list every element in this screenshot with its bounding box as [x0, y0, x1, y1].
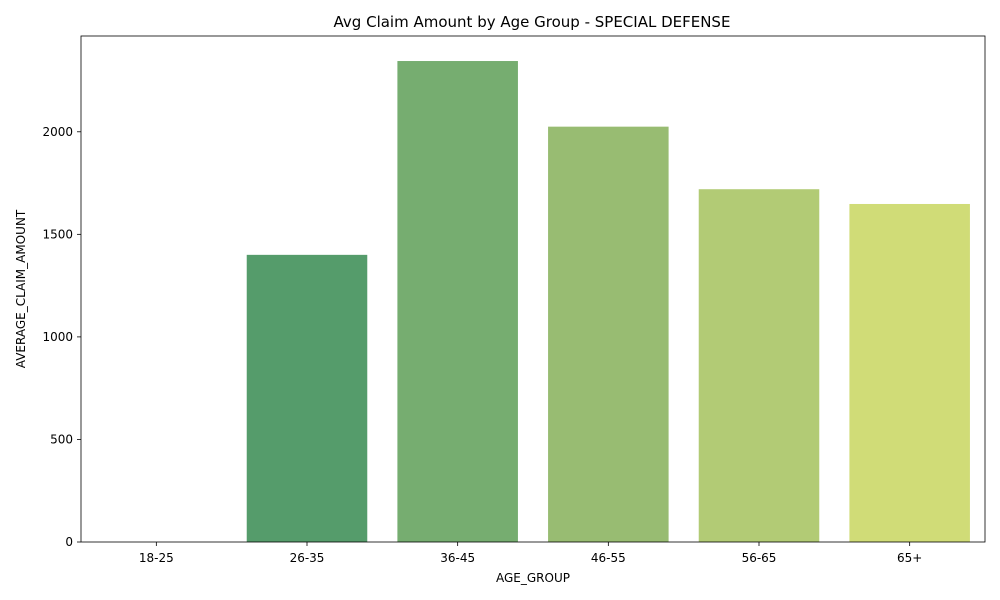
x-tick-label: 26-35: [290, 551, 325, 565]
y-axis-ticks: 0 500 1000 1500 2000: [42, 125, 81, 549]
plot-frame: [80, 35, 986, 543]
y-axis-label: AVERAGE_CLAIM_AMOUNT: [14, 209, 28, 368]
x-tick-label: 56-65: [742, 551, 777, 565]
y-tick-label: 500: [50, 432, 73, 446]
y-tick-label: 0: [65, 535, 73, 549]
x-tick-label: 46-55: [591, 551, 626, 565]
x-axis-ticks: 18-25 26-35 36-45 46-55 56-65 65+: [139, 542, 922, 565]
chart-title: Avg Claim Amount by Age Group - SPECIAL …: [334, 13, 731, 31]
bar-36-45: [397, 61, 518, 543]
bar-56-65: [698, 189, 820, 542]
bar-46-55: [548, 126, 669, 543]
y-tick-label: 1000: [42, 330, 73, 344]
x-tick-label: 18-25: [139, 551, 174, 565]
y-tick-label: 2000: [42, 125, 73, 139]
x-tick-label: 65+: [897, 551, 922, 565]
bar-65+: [849, 203, 970, 542]
x-axis-label: AGE_GROUP: [496, 571, 570, 585]
bars-group: [246, 61, 970, 543]
bar-26-35: [246, 254, 368, 542]
y-tick-label: 1500: [42, 227, 73, 241]
x-tick-label: 36-45: [440, 551, 475, 565]
